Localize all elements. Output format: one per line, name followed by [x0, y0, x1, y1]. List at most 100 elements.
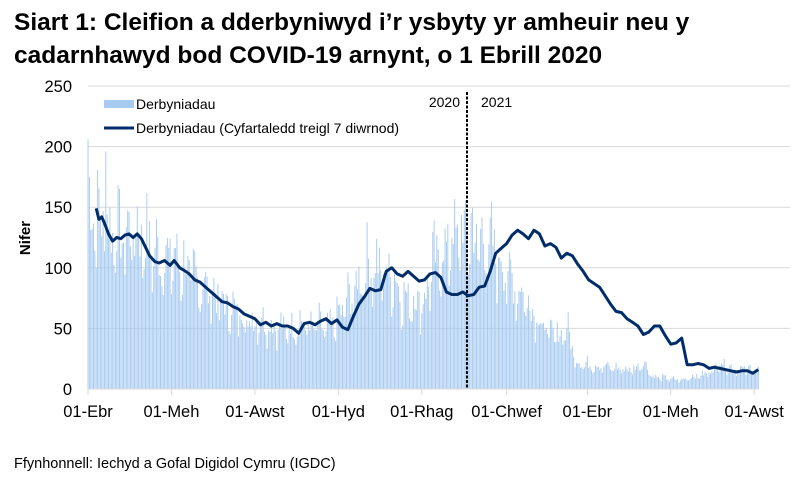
bar	[586, 355, 588, 389]
bar	[473, 252, 475, 389]
bar	[210, 323, 212, 389]
bar	[477, 259, 479, 389]
bar	[303, 326, 305, 389]
bar	[517, 303, 519, 389]
bar	[255, 323, 257, 389]
bar	[638, 370, 640, 389]
bar	[685, 378, 687, 389]
bar	[108, 229, 110, 389]
bar	[409, 318, 410, 389]
bar	[154, 247, 156, 389]
bar	[317, 320, 319, 389]
bar	[437, 249, 439, 389]
bar	[636, 366, 638, 389]
bar	[207, 303, 209, 389]
bar	[577, 363, 579, 389]
bar	[474, 242, 476, 389]
bar	[149, 221, 151, 389]
bar	[166, 238, 168, 389]
bar	[741, 366, 743, 389]
bar	[404, 290, 406, 389]
bar	[699, 378, 700, 389]
bar	[621, 373, 623, 389]
bar	[627, 371, 629, 389]
bar	[264, 331, 265, 389]
bar	[227, 295, 229, 389]
bar	[298, 330, 300, 389]
bar	[387, 271, 389, 389]
bar	[630, 372, 632, 389]
x-tick-label: 01-Rhag	[390, 403, 453, 421]
bar	[399, 301, 401, 389]
bar	[296, 336, 298, 389]
bar	[700, 375, 702, 389]
bar	[326, 312, 328, 389]
bar	[644, 361, 646, 389]
bar	[288, 328, 290, 389]
bar	[596, 367, 598, 389]
bar	[233, 298, 235, 389]
bar	[570, 349, 572, 389]
bar	[666, 379, 668, 389]
year-label-2021: 2021	[481, 94, 512, 110]
bar	[110, 252, 112, 389]
bar	[272, 333, 274, 389]
bar	[361, 294, 363, 389]
bar	[145, 257, 146, 389]
bar	[708, 372, 710, 389]
bar	[614, 368, 616, 389]
bar	[162, 295, 164, 389]
bar	[153, 266, 155, 389]
bar	[590, 370, 592, 389]
bar	[114, 272, 116, 389]
bar	[268, 330, 270, 389]
bar	[619, 370, 621, 389]
bar	[655, 374, 657, 389]
bar	[102, 210, 104, 389]
bar	[250, 326, 252, 389]
bar	[694, 378, 696, 389]
bar	[584, 367, 586, 389]
bar	[239, 315, 241, 389]
bar	[240, 320, 242, 389]
bar	[492, 245, 494, 389]
bar	[181, 294, 183, 389]
bar	[599, 369, 601, 389]
bar	[294, 339, 296, 389]
bar	[689, 379, 691, 389]
bar	[507, 271, 509, 389]
gridlines	[88, 85, 790, 329]
bar	[164, 272, 166, 389]
bar	[723, 358, 725, 389]
bar	[176, 233, 178, 389]
bar	[311, 321, 313, 389]
bar	[443, 260, 445, 389]
bar	[485, 273, 487, 389]
bar	[712, 372, 714, 389]
bar	[242, 323, 244, 389]
bar	[558, 341, 560, 389]
bar	[482, 243, 484, 389]
bar	[329, 308, 331, 389]
bar	[407, 283, 409, 389]
bar	[718, 371, 720, 389]
x-tick-label: 01-Awst	[225, 403, 285, 421]
bar	[484, 270, 486, 389]
bar	[487, 282, 488, 389]
bar	[248, 321, 250, 389]
bar	[357, 289, 358, 389]
bar	[377, 273, 379, 389]
bar	[618, 367, 620, 389]
bar	[340, 314, 342, 389]
bar	[105, 151, 107, 389]
bar	[362, 295, 364, 389]
bar	[716, 368, 718, 389]
bar	[734, 369, 736, 389]
bar	[663, 375, 665, 389]
bar	[533, 315, 535, 389]
bar	[738, 371, 740, 389]
bar	[139, 256, 141, 389]
bar	[448, 285, 450, 389]
bar	[467, 274, 469, 389]
bar	[120, 257, 122, 389]
